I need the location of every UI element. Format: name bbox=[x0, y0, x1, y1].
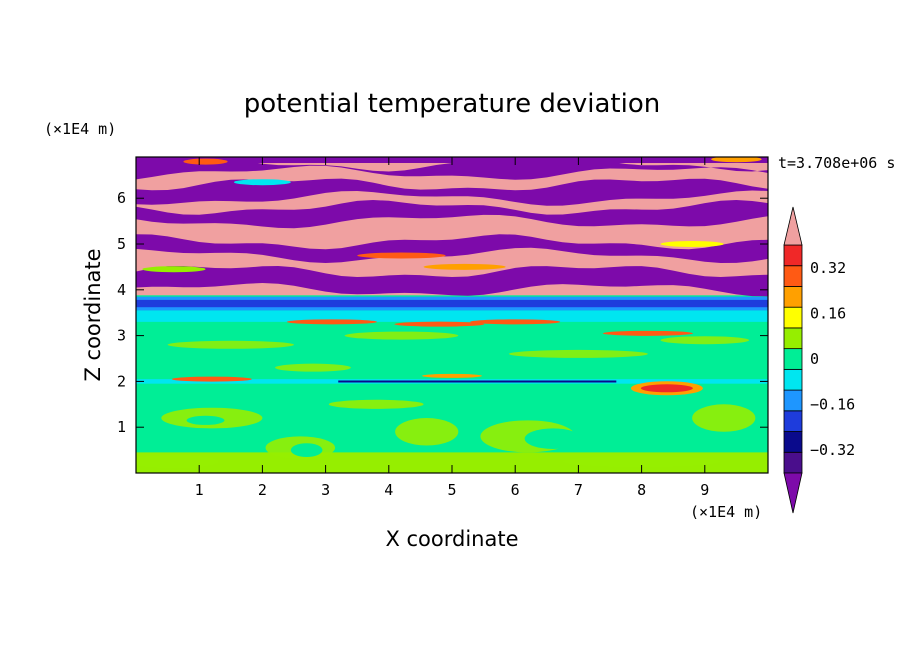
colorbar-segment bbox=[783, 389, 803, 412]
x-unit-label: (×1E4 m) bbox=[690, 503, 762, 521]
colorbar-tick-label: 0.32 bbox=[810, 259, 846, 277]
x-tick-label: 7 bbox=[574, 481, 583, 499]
x-tick-label: 1 bbox=[195, 481, 204, 499]
colorbar-ticks: 0.32 0.16 0 −0.16 −0.32 bbox=[810, 259, 855, 459]
eddy bbox=[692, 404, 756, 432]
colorbar-tick-label: 0 bbox=[810, 350, 819, 368]
y-axis-label: Z coordinate bbox=[81, 248, 105, 381]
eddy bbox=[395, 418, 459, 446]
z2-line bbox=[338, 380, 617, 383]
colorbar-over-arrow bbox=[783, 206, 803, 246]
swirl bbox=[524, 428, 582, 449]
purple-layer bbox=[136, 266, 768, 297]
colorbar-segment bbox=[783, 410, 803, 432]
eddy bbox=[136, 454, 219, 469]
x-tick-label: 9 bbox=[700, 481, 709, 499]
seam bbox=[711, 157, 762, 163]
purple-layer bbox=[136, 178, 768, 206]
colorbar-segment bbox=[783, 306, 803, 329]
colorbar-segment bbox=[783, 368, 803, 391]
cyan-layer bbox=[136, 310, 768, 322]
purple-layer bbox=[136, 200, 768, 229]
seam bbox=[183, 158, 228, 165]
blue-core bbox=[136, 299, 768, 308]
y-ticks: 1 2 3 4 5 6 bbox=[117, 189, 768, 436]
warm-streak bbox=[422, 373, 482, 378]
warm-streak bbox=[602, 330, 693, 336]
warm-streak bbox=[286, 319, 377, 325]
y-tick-label: 6 bbox=[117, 189, 126, 207]
purple-layer bbox=[136, 234, 768, 263]
eddy bbox=[562, 455, 721, 468]
x-ticks: 1 2 3 4 5 6 7 8 9 bbox=[195, 157, 709, 499]
colorbar-under-arrow bbox=[783, 472, 803, 514]
colorbar-tick-label: −0.16 bbox=[810, 396, 855, 414]
seam bbox=[357, 252, 446, 259]
warm-streak bbox=[171, 376, 252, 382]
patch bbox=[344, 331, 459, 340]
warm-streak bbox=[394, 321, 485, 327]
seam bbox=[423, 263, 506, 270]
y-tick-label: 5 bbox=[117, 235, 126, 253]
contour-field bbox=[136, 157, 768, 473]
colorbar-segment bbox=[783, 451, 803, 474]
time-label: t=3.708e+06 s bbox=[778, 154, 895, 172]
colorbar-segment bbox=[783, 327, 803, 350]
seam bbox=[233, 179, 291, 186]
colorbar-segment bbox=[783, 286, 803, 308]
swirl bbox=[290, 443, 323, 457]
warm-eddy-core bbox=[640, 384, 693, 393]
y-tick-label: 3 bbox=[117, 327, 126, 345]
x-axis-label: X coordinate bbox=[385, 527, 518, 551]
colorbar-segment bbox=[783, 265, 803, 287]
chart-title: potential temperature deviation bbox=[244, 89, 660, 119]
y-tick-label: 2 bbox=[117, 372, 126, 390]
colorbar-tick-label: 0.16 bbox=[810, 304, 846, 322]
x-tick-label: 4 bbox=[384, 481, 393, 499]
y-tick-label: 4 bbox=[117, 281, 126, 299]
seam bbox=[142, 266, 206, 273]
colorbar bbox=[783, 206, 803, 514]
colorbar-segment bbox=[783, 244, 803, 267]
patch bbox=[167, 340, 294, 349]
swirl bbox=[186, 415, 225, 425]
patch bbox=[275, 363, 351, 372]
patch bbox=[660, 336, 750, 345]
y-tick-label: 1 bbox=[117, 418, 126, 436]
eddy bbox=[328, 399, 424, 409]
y-unit-label: (×1E4 m) bbox=[44, 120, 116, 138]
x-tick-label: 2 bbox=[258, 481, 267, 499]
colorbar-tick-label: −0.32 bbox=[810, 441, 855, 459]
seam bbox=[660, 241, 724, 248]
patch bbox=[508, 349, 648, 358]
x-tick-label: 6 bbox=[511, 481, 520, 499]
x-tick-label: 8 bbox=[637, 481, 646, 499]
colorbar-segment bbox=[783, 431, 803, 453]
x-tick-label: 3 bbox=[321, 481, 330, 499]
colorbar-segment bbox=[783, 348, 803, 370]
x-tick-label: 5 bbox=[447, 481, 456, 499]
warm-streak bbox=[470, 319, 561, 325]
